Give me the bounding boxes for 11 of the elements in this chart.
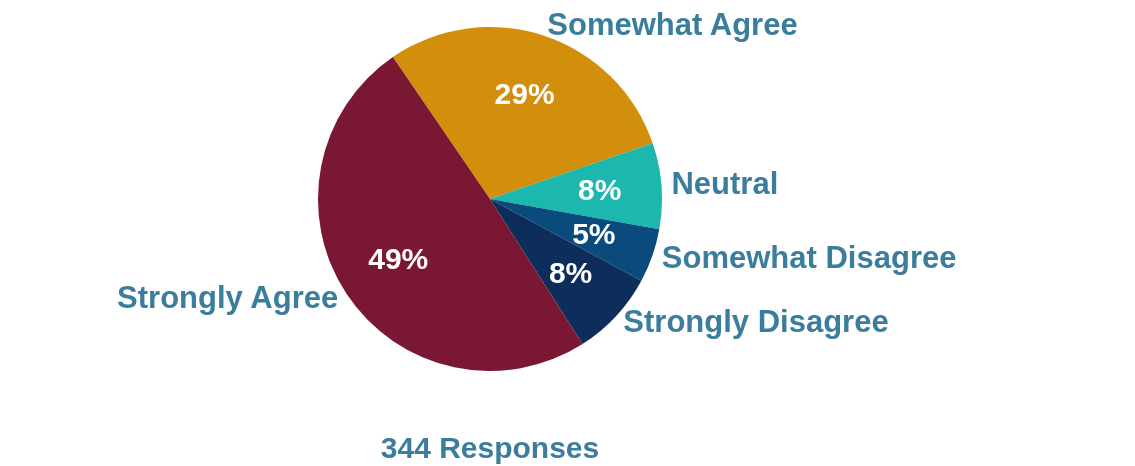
text: 344 Responses [380,431,600,464]
data-label: 8% [578,172,622,206]
slice-label: Neutral [671,166,779,202]
slice-label: Strongly Agree [117,280,339,316]
slice-label: Strongly Disagree [623,303,889,339]
slice-label: Somewhat Agree [547,7,798,43]
slice-label: Somewhat Disagree [661,240,957,276]
data-label: 8% [548,255,593,289]
data-label: 29% [494,76,555,110]
data-label: 5% [572,217,616,251]
data-label: 49% [368,241,429,275]
